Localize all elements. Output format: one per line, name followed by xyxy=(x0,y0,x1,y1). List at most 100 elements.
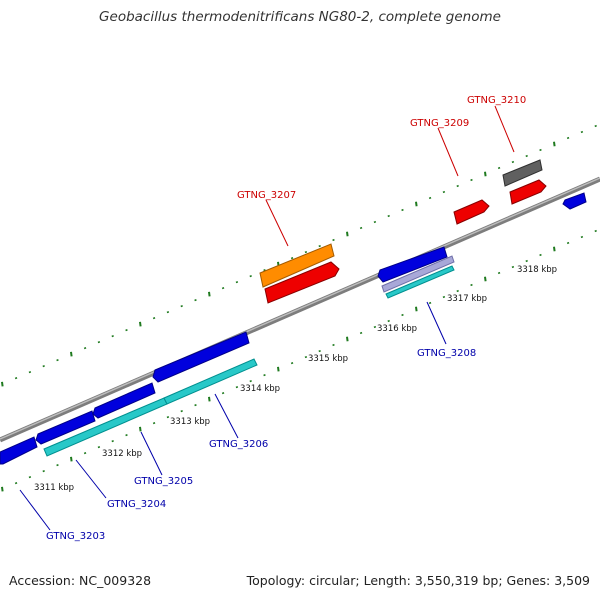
label-leaders xyxy=(19,105,515,531)
genome-backbone-highlight xyxy=(0,177,600,440)
accession-text: Accession: NC_009328 xyxy=(9,573,152,588)
scale-tick xyxy=(553,141,556,147)
gene-block-GTNG_3203[interactable] xyxy=(0,436,38,465)
scale-tick xyxy=(14,377,18,380)
gene-label-GTNG_3210[interactable]: GTNG_3210 xyxy=(467,95,526,106)
scale-label: 3318 kbp xyxy=(517,265,557,275)
scale-label: 3317 kbp xyxy=(447,294,487,304)
leader-GTNG_3210 xyxy=(494,105,515,153)
scale-tick xyxy=(14,482,18,485)
genome-backbone xyxy=(0,176,600,443)
gene-block-GTNG_3210[interactable] xyxy=(502,159,543,187)
leader-GTNG_3208 xyxy=(426,301,447,345)
scale-tick xyxy=(401,208,404,212)
scale-tick xyxy=(1,381,4,387)
scale-tick xyxy=(42,364,45,368)
gene-block-GTNG_3208[interactable] xyxy=(377,246,448,283)
gene-block-GTNG_3204[interactable] xyxy=(35,410,96,445)
scale-tick xyxy=(484,276,487,282)
scale-tick xyxy=(139,321,142,327)
scale-tick xyxy=(111,439,114,443)
scale-tick xyxy=(277,366,280,372)
leader-GTNG_3205 xyxy=(140,431,163,476)
scale-tick xyxy=(290,256,294,260)
leader-GTNG_3206 xyxy=(214,393,239,439)
gene-label-GTNG_3208[interactable]: GTNG_3208 xyxy=(417,348,476,359)
scale-tick xyxy=(497,166,501,170)
scale-label: 3311 kbp xyxy=(34,483,74,493)
tick-row-upper xyxy=(1,124,597,387)
scale-tick xyxy=(318,244,321,248)
gene-label-GTNG_3203[interactable]: GTNG_3203 xyxy=(46,531,105,542)
scale-tick xyxy=(594,124,597,128)
gene-block-GTNG_3209[interactable] xyxy=(453,199,490,225)
scale-tick xyxy=(346,336,349,342)
scale-tick xyxy=(318,349,321,353)
gene-label-GTNG_3209[interactable]: GTNG_3209 xyxy=(410,118,469,129)
gene-block-right[interactable] xyxy=(562,192,587,210)
scale-tick xyxy=(83,346,87,350)
scale-tick xyxy=(83,451,87,455)
scale-tick xyxy=(221,391,225,395)
scale-tick xyxy=(428,301,432,305)
scale-tick xyxy=(235,280,239,284)
scale-tick xyxy=(497,271,501,275)
scale-tick xyxy=(580,130,584,134)
gene-block-red-2[interactable] xyxy=(509,179,547,205)
scale-tick xyxy=(42,469,45,473)
scale-tick xyxy=(359,331,363,335)
gene-block-red-1[interactable] xyxy=(264,261,340,304)
scale-label: 3316 kbp xyxy=(377,324,417,334)
gene-label-GTNG_3206[interactable]: GTNG_3206 xyxy=(209,439,268,450)
scale-tick xyxy=(125,328,128,332)
scale-tick xyxy=(56,358,59,362)
scale-tick xyxy=(566,136,570,140)
scale-tick xyxy=(180,409,183,413)
scale-tick xyxy=(166,415,170,419)
gene-labels: GTNG_3207 GTNG_3209 GTNG_3210 GTNG_3208 … xyxy=(46,95,526,542)
scale-tick xyxy=(28,476,32,479)
gene-label-GTNG_3204[interactable]: GTNG_3204 xyxy=(107,499,166,510)
scale-tick xyxy=(208,396,211,402)
scale-tick xyxy=(70,456,73,462)
scale-tick xyxy=(594,229,597,233)
scale-label: 3312 kbp xyxy=(102,449,142,459)
gene-block-GTNG_3205[interactable] xyxy=(152,331,250,383)
scale-tick xyxy=(442,295,446,299)
scale-tick xyxy=(415,201,418,207)
scale-tick xyxy=(97,340,101,344)
scale-tick xyxy=(221,286,225,290)
scale-tick xyxy=(166,310,170,314)
tick-row-lower xyxy=(1,229,597,492)
gene-block-GTNG_3204b[interactable] xyxy=(92,382,156,419)
scale-tick xyxy=(125,433,128,437)
scale-tick xyxy=(442,190,446,194)
scale-tick xyxy=(249,379,252,383)
scale-tick xyxy=(387,214,390,218)
scale-label: 3315 kbp xyxy=(308,354,348,364)
cds-lane xyxy=(43,255,455,457)
gene-block-GTNG_3207[interactable] xyxy=(259,243,335,288)
scale-tick xyxy=(566,241,570,245)
scale-tick xyxy=(28,371,32,374)
scale-tick xyxy=(332,343,335,347)
scale-tick xyxy=(580,235,584,239)
scale-tick xyxy=(525,259,528,263)
scale-tick xyxy=(332,238,335,242)
scale-tick xyxy=(290,361,294,365)
gene-label-GTNG_3205[interactable]: GTNG_3205 xyxy=(134,476,193,487)
scale-tick xyxy=(539,253,542,257)
scale-tick xyxy=(304,355,308,359)
scale-tick xyxy=(346,231,349,237)
cds-block xyxy=(385,265,455,299)
scale-tick xyxy=(511,160,515,164)
scale-tick xyxy=(111,334,114,338)
scale-tick xyxy=(553,246,556,252)
forward-genes xyxy=(259,159,547,304)
leader-GTNG_3204 xyxy=(75,459,107,499)
scale-tick xyxy=(139,426,142,432)
cds-block xyxy=(381,255,455,293)
gene-label-GTNG_3207[interactable]: GTNG_3207 xyxy=(237,190,296,201)
scale-tick xyxy=(304,250,308,254)
